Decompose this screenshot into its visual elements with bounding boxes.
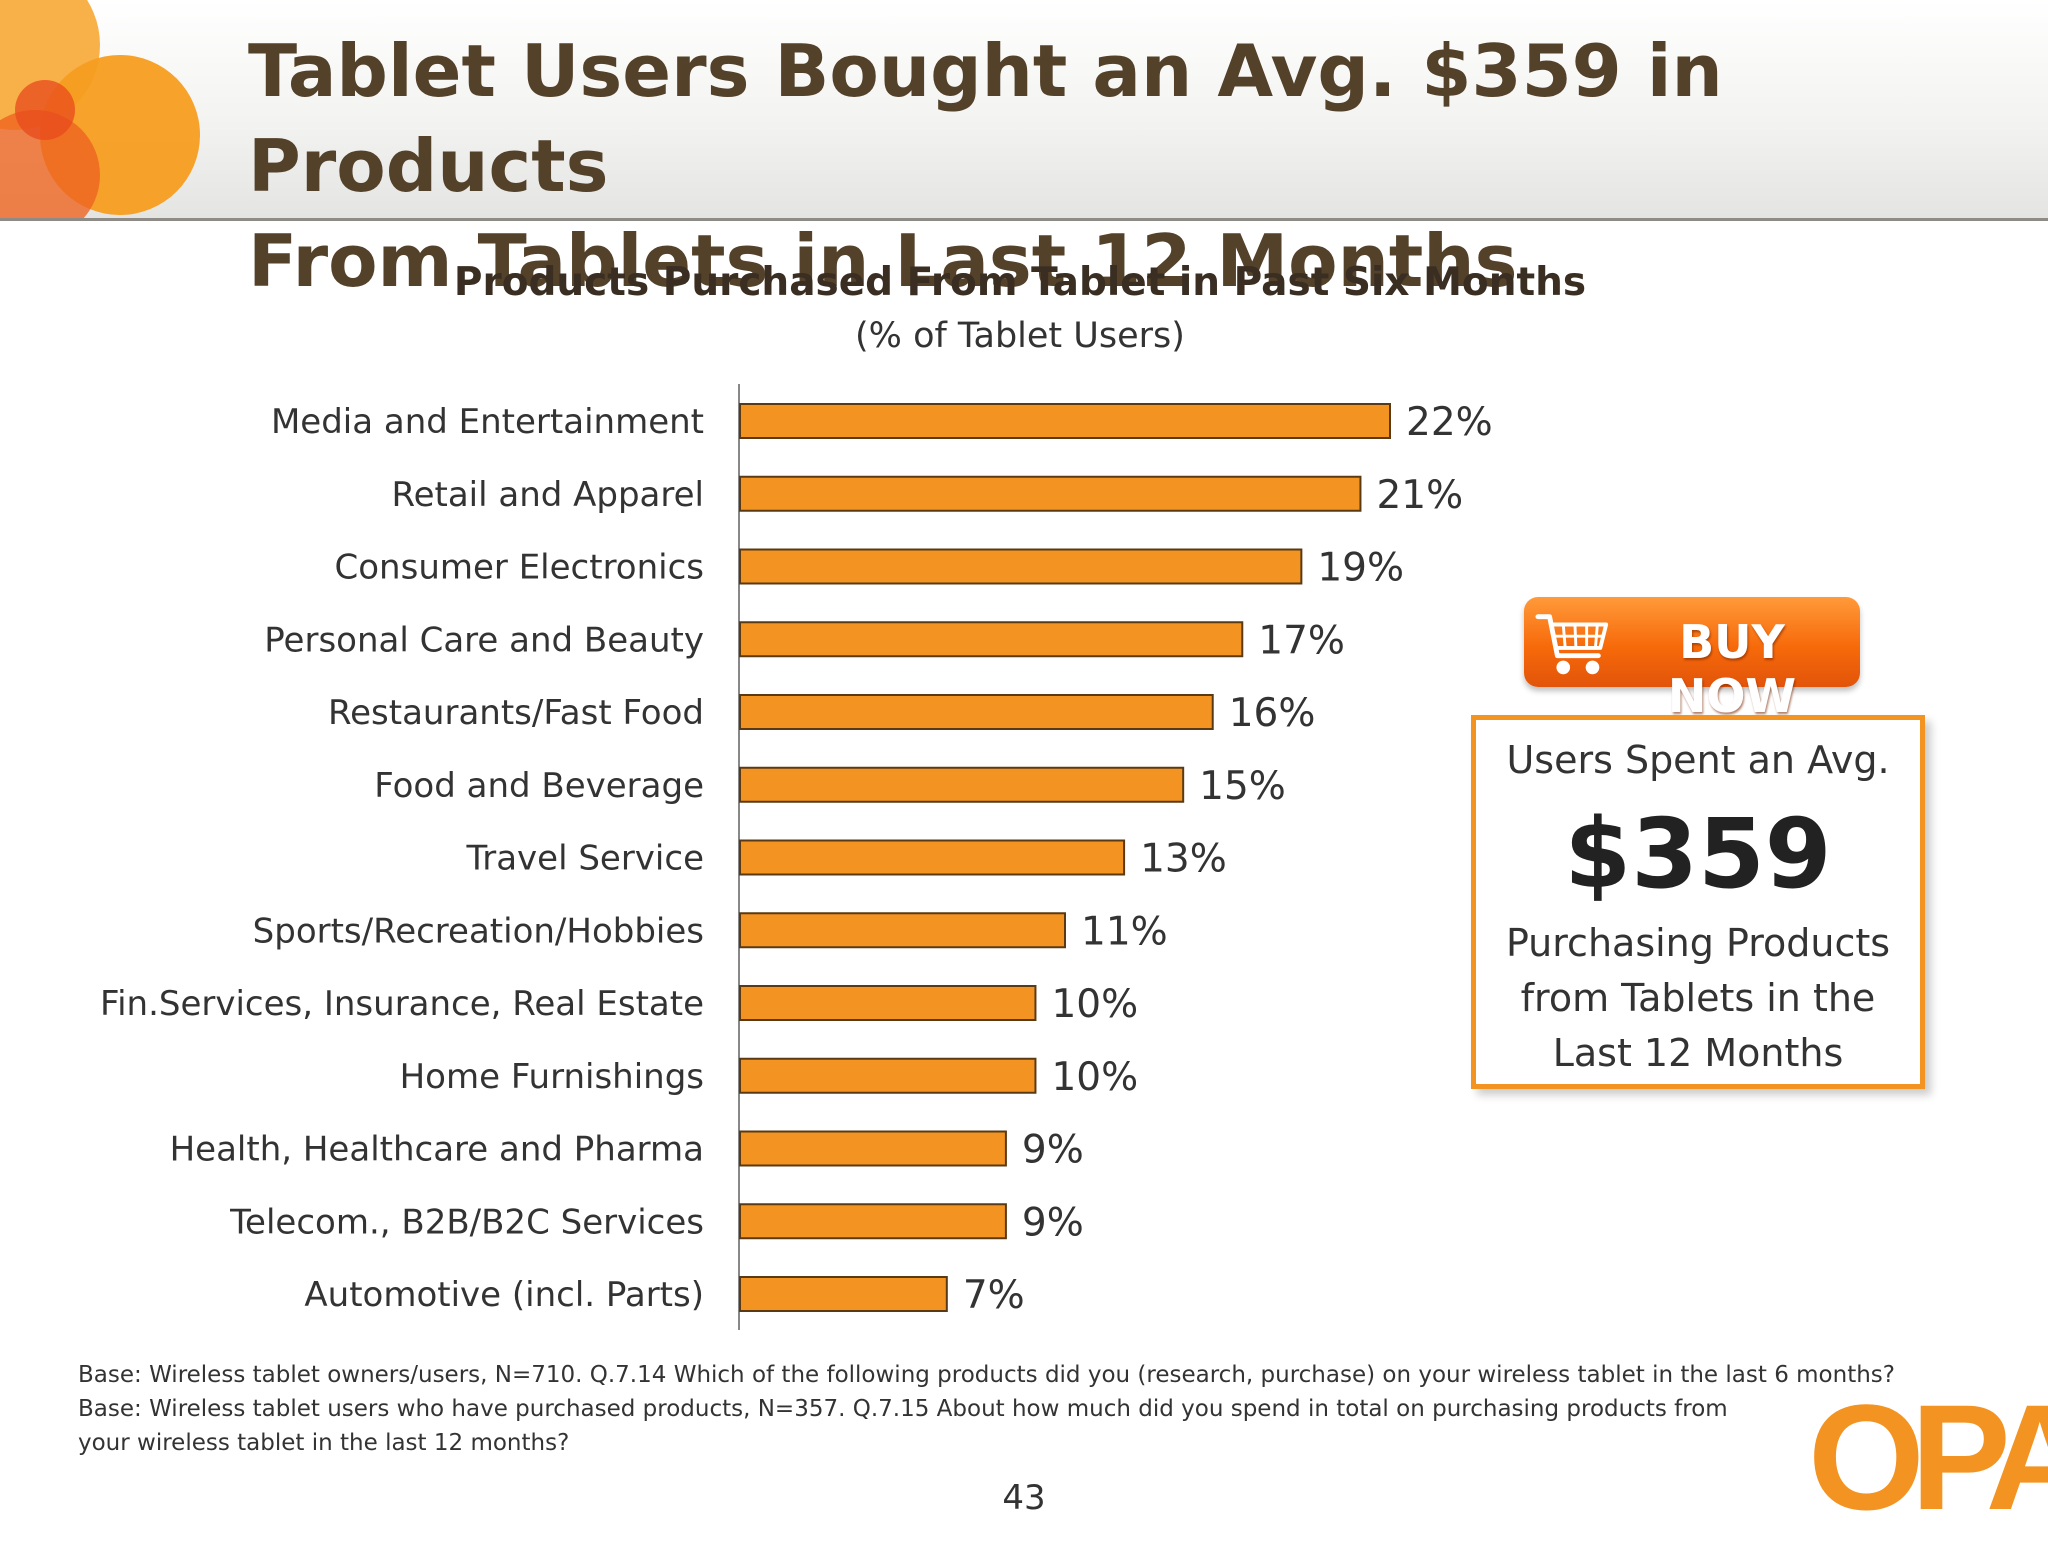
slide-title-line-2: From Tablets in Last 12 Months: [248, 219, 1518, 303]
bar: [739, 1130, 1007, 1167]
callout-line-2a: Purchasing Products: [1505, 921, 1891, 965]
slide-title: Tablet Users Bought an Avg. $359 in Prod…: [248, 24, 2028, 309]
buy-now-button[interactable]: BUY NOW: [1524, 597, 1860, 723]
category-label: Sports/Recreation/Hobbies: [253, 911, 704, 951]
callout-line-2c: Last 12 Months: [1552, 1031, 1844, 1075]
callout-amount: $359: [1564, 798, 1832, 910]
value-label: 10%: [1051, 982, 1138, 1027]
category-label: Home Furnishings: [400, 1057, 704, 1097]
bar: [739, 1057, 1037, 1094]
shopping-cart-icon: [1535, 614, 1609, 675]
category-label: Personal Care and Beauty: [264, 620, 704, 660]
callout-line-1: Users Spent an Avg.: [1506, 738, 1890, 782]
value-label: 9%: [1022, 1128, 1084, 1173]
bar: [739, 1276, 948, 1312]
footnote-line-3: your wireless tablet in the last 12 mont…: [78, 1430, 570, 1456]
bar: [739, 403, 1391, 439]
value-label: 10%: [1051, 1055, 1138, 1100]
opa-logo: OPA: [1808, 1373, 2048, 1541]
bar: [739, 839, 1126, 876]
value-label: 9%: [1022, 1200, 1084, 1245]
footnote-line-1: Base: Wireless tablet owners/users, N=71…: [78, 1362, 1895, 1388]
value-label: 21%: [1376, 473, 1463, 518]
category-label: Health, Healthcare and Pharma: [170, 1130, 704, 1170]
bars-group: Media and Entertainment 22% Retail and App…: [100, 400, 1493, 1318]
bar: [739, 912, 1066, 949]
slide-title-line-1: Tablet Users Bought an Avg. $359 in Prod…: [248, 29, 1723, 208]
bar: [739, 1203, 1007, 1240]
value-label: 11%: [1081, 909, 1168, 954]
category-label: Automotive (incl. Parts): [304, 1275, 704, 1315]
value-label: 16%: [1229, 691, 1316, 736]
value-label: 22%: [1406, 400, 1493, 445]
value-label: 17%: [1258, 618, 1345, 663]
average-spend-callout: Users Spent an Avg. $359 Purchasing Prod…: [1471, 715, 1925, 1089]
callout-line-2b: from Tablets in the: [1520, 976, 1876, 1020]
category-label: Retail and Apparel: [391, 475, 704, 515]
category-label: Travel Service: [465, 839, 704, 879]
footnote: Base: Wireless tablet owners/users, N=71…: [78, 1358, 1958, 1460]
chart-subtitle: (% of Tablet Users): [855, 316, 1185, 356]
bar-chart: Media and Entertainment 22% Retail and App…: [100, 384, 1493, 1330]
category-label: Media and Entertainment: [271, 402, 704, 442]
footnote-line-2: Base: Wireless tablet users who have pur…: [78, 1396, 1728, 1422]
category-label: Restaurants/Fast Food: [328, 693, 704, 733]
chart-title: Products Purchased From Tablet in Past S…: [453, 260, 1587, 305]
bar: [739, 621, 1244, 658]
bar: [739, 475, 1362, 512]
bar: [739, 548, 1303, 585]
value-label: 7%: [963, 1273, 1025, 1318]
bar: [739, 985, 1037, 1021]
page-number: 43: [1002, 1478, 1046, 1518]
buy-now-label: BUY NOW: [1667, 615, 1797, 723]
callout-line-2: Purchasing Products from Tablets in the …: [1476, 916, 1920, 1081]
value-label: 13%: [1140, 837, 1227, 882]
category-label: Food and Beverage: [374, 766, 704, 806]
category-label: Telecom., B2B/B2C Services: [229, 1202, 704, 1242]
bar: [739, 694, 1214, 730]
bar: [739, 766, 1185, 803]
category-label: Fin.Services, Insurance, Real Estate: [100, 984, 704, 1024]
value-label: 15%: [1199, 764, 1286, 809]
category-label: Consumer Electronics: [335, 548, 704, 588]
value-label: 19%: [1317, 546, 1404, 591]
slide-header: Tablet Users Bought an Avg. $359 in Prod…: [0, 0, 2048, 303]
decorative-circles-icon: [0, 0, 220, 218]
